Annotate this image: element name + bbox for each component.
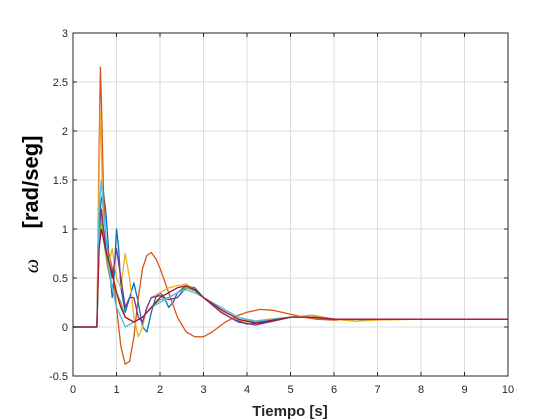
x-tick-label: 9 [461, 384, 467, 396]
x-tick-label: 3 [200, 384, 206, 396]
plot-area [73, 66, 508, 365]
x-tick-label: 6 [331, 384, 337, 396]
series-line-3 [73, 110, 508, 338]
y-tick-label: -0.5 [49, 371, 68, 383]
series-line-7 [73, 228, 508, 328]
x-tick-label: 10 [502, 384, 514, 396]
y-tick-label: 1 [62, 224, 68, 236]
y-axis: -0.5 0 0.5 1 1.5 2 2.5 3 [49, 28, 508, 383]
y-tick-label: 3 [62, 28, 68, 40]
x-tick-label: 4 [244, 384, 250, 396]
y-tick-label: 0.5 [53, 273, 68, 285]
y-tick-label: 1.5 [53, 175, 68, 187]
y-axis-label: [rad/seg] [18, 136, 43, 229]
y-tick-label: 0 [62, 322, 68, 334]
x-tick-label: 7 [374, 384, 380, 396]
x-tick-label: 1 [113, 384, 119, 396]
x-tick-label: 0 [70, 384, 76, 396]
y-axis-symbol: ω [21, 259, 43, 273]
x-tick-label: 2 [157, 384, 163, 396]
y-axis-label-group: ω [rad/seg] [18, 136, 43, 274]
x-tick-label: 8 [418, 384, 424, 396]
x-tick-label: 5 [287, 384, 293, 396]
y-tick-label: 2.5 [53, 77, 68, 89]
x-axis-label: Tiempo [s] [252, 403, 328, 420]
x-axis: 0 1 2 3 4 5 6 7 8 9 10 [70, 33, 514, 396]
y-tick-label: 2 [62, 126, 68, 138]
